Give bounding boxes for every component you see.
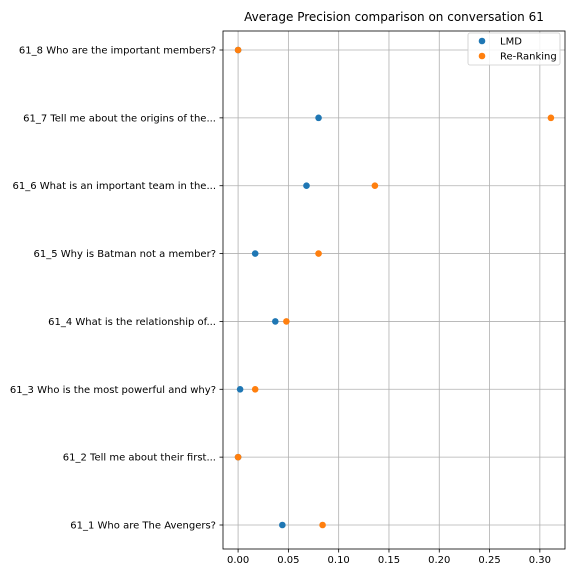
data-point bbox=[319, 521, 326, 529]
legend-label: Re-Ranking bbox=[500, 52, 557, 63]
x-tick-label: 0.15 bbox=[378, 555, 400, 566]
legend-frame bbox=[467, 32, 561, 66]
legend: LMD Re-Ranking bbox=[467, 32, 561, 66]
data-point bbox=[283, 318, 290, 325]
y-tick-label: 61_6 What is an important team in the... bbox=[13, 181, 216, 192]
data-points bbox=[234, 46, 555, 529]
y-tick-label: 61_8 Who are the important members? bbox=[19, 46, 216, 57]
data-point bbox=[234, 46, 242, 54]
y-tick-label: 61_2 Tell me about their first... bbox=[63, 453, 216, 464]
data-point bbox=[547, 114, 555, 122]
x-tick-label: 0.10 bbox=[328, 555, 350, 566]
y-tick-label: 61_5 Why is Batman not a member? bbox=[34, 249, 216, 260]
data-point bbox=[371, 182, 379, 190]
legend-marker bbox=[478, 37, 486, 45]
legend-marker bbox=[478, 52, 486, 60]
data-point bbox=[234, 453, 242, 461]
y-tick-label: 61_4 What is the relationship of... bbox=[48, 317, 216, 328]
y-tick-label: 61_7 Tell me about the origins of the... bbox=[23, 113, 216, 124]
data-point bbox=[315, 114, 322, 122]
chart-title: Average Precision comparison on conversa… bbox=[244, 10, 544, 24]
data-point bbox=[315, 250, 322, 257]
data-point bbox=[236, 385, 244, 393]
x-tick-label: 0.05 bbox=[277, 555, 299, 566]
data-point bbox=[279, 521, 286, 529]
data-point bbox=[272, 318, 279, 325]
x-tick-label: 0.25 bbox=[478, 555, 500, 566]
plot-frame bbox=[222, 30, 566, 550]
x-tick-label: 0.00 bbox=[227, 555, 249, 566]
data-point bbox=[251, 250, 259, 257]
x-tick-label: 0.30 bbox=[529, 555, 551, 566]
legend-label: LMD bbox=[500, 37, 522, 48]
y-tick-label: 61_1 Who are The Avengers? bbox=[70, 521, 216, 532]
data-point bbox=[251, 385, 259, 393]
x-tick-label: 0.20 bbox=[428, 555, 450, 566]
grid-lines bbox=[223, 31, 565, 549]
data-point bbox=[303, 182, 310, 190]
axes: 0.00 0.05 0.10 0.15 0.20 0.25 0.30 61_1 Who are… bbox=[10, 46, 551, 567]
y-tick-label: 61_3 Who is the most powerful and why? bbox=[10, 385, 216, 396]
